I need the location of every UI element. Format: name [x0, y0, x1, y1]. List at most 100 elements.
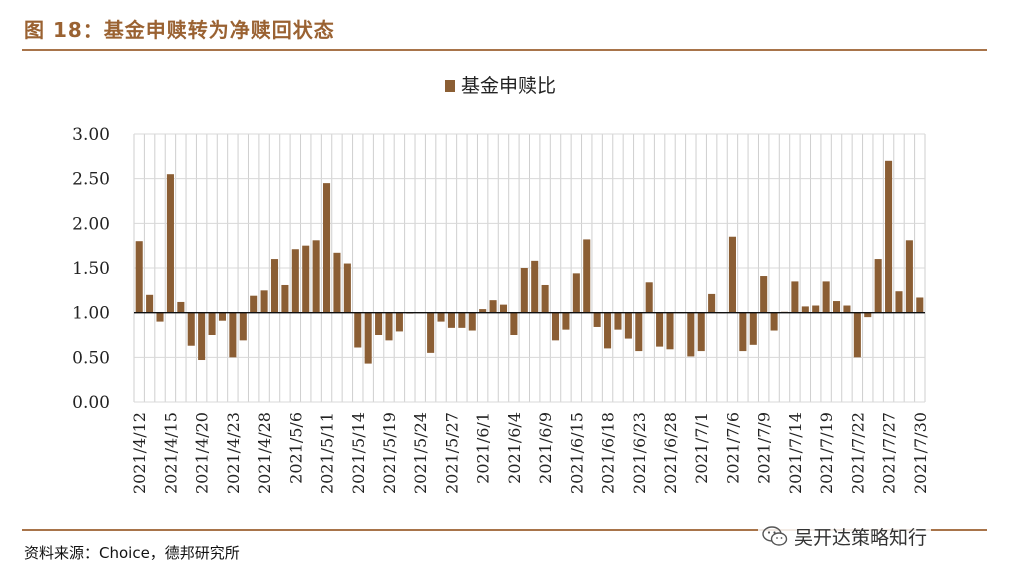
bar — [604, 312, 612, 349]
x-tick-label: 2021/7/9 — [755, 412, 774, 484]
bar — [499, 304, 508, 313]
bar — [291, 249, 299, 313]
x-tick-label: 2021/7/6 — [723, 412, 742, 484]
bar — [520, 268, 528, 313]
bar — [166, 174, 174, 313]
bar — [645, 282, 653, 313]
bar — [146, 294, 154, 313]
bar — [614, 312, 622, 330]
top-divider — [22, 49, 987, 51]
bar — [832, 301, 841, 313]
x-tick-label: 2021/4/28 — [255, 412, 274, 494]
x-tick-label: 2021/4/20 — [193, 412, 212, 494]
x-tick-label: 2021/7/1 — [692, 412, 711, 484]
bar — [791, 281, 799, 313]
y-tick-label: 0.00 — [72, 393, 110, 413]
bar — [822, 281, 830, 313]
bar — [760, 276, 768, 313]
bar — [656, 312, 664, 347]
x-tick-label: 2021/5/14 — [349, 412, 368, 494]
bar — [375, 312, 383, 335]
y-tick-label: 2.00 — [72, 214, 110, 234]
x-tick-label: 2021/6/9 — [536, 412, 555, 484]
x-tick-label: 2021/4/12 — [130, 412, 149, 494]
x-tick-label: 2021/6/15 — [567, 412, 586, 494]
chart-container: 0.00 0.50 1.00 1.50 2.00 2.50 3.00 2021/4/12 202… — [0, 52, 1017, 528]
bar — [635, 312, 643, 352]
bar — [302, 245, 310, 313]
bar — [156, 312, 164, 322]
x-tick-label: 2021/6/23 — [630, 412, 649, 494]
bar — [531, 260, 539, 313]
y-tick-label: 2.50 — [72, 170, 110, 190]
x-tick-label: 2021/7/14 — [786, 412, 805, 494]
bar — [395, 312, 403, 332]
bar — [479, 309, 487, 313]
bar — [749, 312, 757, 345]
bar — [885, 160, 893, 313]
x-tick-label: 2021/6/4 — [505, 412, 524, 484]
bar — [593, 312, 601, 327]
x-tick-label: 2021/5/6 — [286, 412, 305, 484]
x-tick-label: 2021/5/11 — [318, 412, 337, 494]
bar — [427, 312, 435, 353]
legend-label: 基金申赎比 — [461, 75, 556, 97]
bar — [687, 312, 695, 357]
watermark: 吴开达策略知行 — [758, 521, 932, 551]
bar — [177, 301, 185, 313]
bar — [270, 259, 279, 313]
figure-title: 图 18：基金申赎转为净赎回状态 — [24, 18, 335, 42]
bar — [458, 312, 466, 328]
bar — [708, 293, 716, 313]
bar — [218, 312, 227, 321]
bar — [187, 312, 195, 346]
bottom-divider — [22, 529, 987, 531]
bar — [905, 240, 913, 313]
y-tick-label: 3.00 — [72, 125, 110, 145]
bar — [323, 183, 331, 313]
y-tick-label: 0.50 — [72, 348, 110, 368]
bar — [864, 312, 872, 318]
x-tick-label: 2021/5/19 — [380, 412, 399, 494]
bar — [281, 284, 289, 313]
bar — [843, 305, 851, 313]
bar — [666, 312, 674, 350]
bar — [551, 312, 560, 341]
bar — [364, 312, 372, 364]
bar — [468, 312, 476, 331]
bar — [895, 291, 903, 313]
bar — [510, 312, 518, 335]
x-tick-label: 2021/7/30 — [911, 412, 930, 494]
bar — [343, 263, 351, 313]
bar — [354, 312, 362, 348]
x-tick-label: 2021/5/24 — [411, 412, 430, 494]
bar — [541, 284, 549, 313]
bar — [697, 312, 705, 352]
x-tick-label: 2021/7/27 — [880, 412, 899, 494]
bar — [916, 297, 924, 313]
bar — [874, 259, 882, 313]
watermark-text: 吴开达策略知行 — [794, 526, 928, 549]
wechat-icon — [762, 526, 788, 546]
bar — [135, 241, 143, 313]
bar — [489, 300, 497, 313]
bar — [447, 312, 455, 328]
legend-swatch — [445, 80, 455, 92]
bar — [260, 290, 268, 313]
x-tick-label: 2021/7/22 — [848, 412, 867, 494]
bar — [853, 312, 861, 358]
bar — [562, 312, 570, 330]
bar — [239, 312, 247, 341]
x-tick-label: 2021/5/27 — [442, 412, 461, 494]
bar — [572, 273, 580, 313]
bar — [198, 312, 206, 361]
bar — [229, 312, 237, 358]
x-tick-label: 2021/4/15 — [161, 412, 180, 494]
bar — [770, 312, 778, 331]
bar — [312, 240, 320, 313]
bar — [624, 312, 632, 339]
bar-chart: 0.00 0.50 1.00 1.50 2.00 2.50 3.00 2021/4/12 202… — [72, 75, 930, 494]
bar — [739, 312, 747, 352]
x-tick-label: 2021/6/28 — [661, 412, 680, 494]
bar — [812, 305, 820, 313]
